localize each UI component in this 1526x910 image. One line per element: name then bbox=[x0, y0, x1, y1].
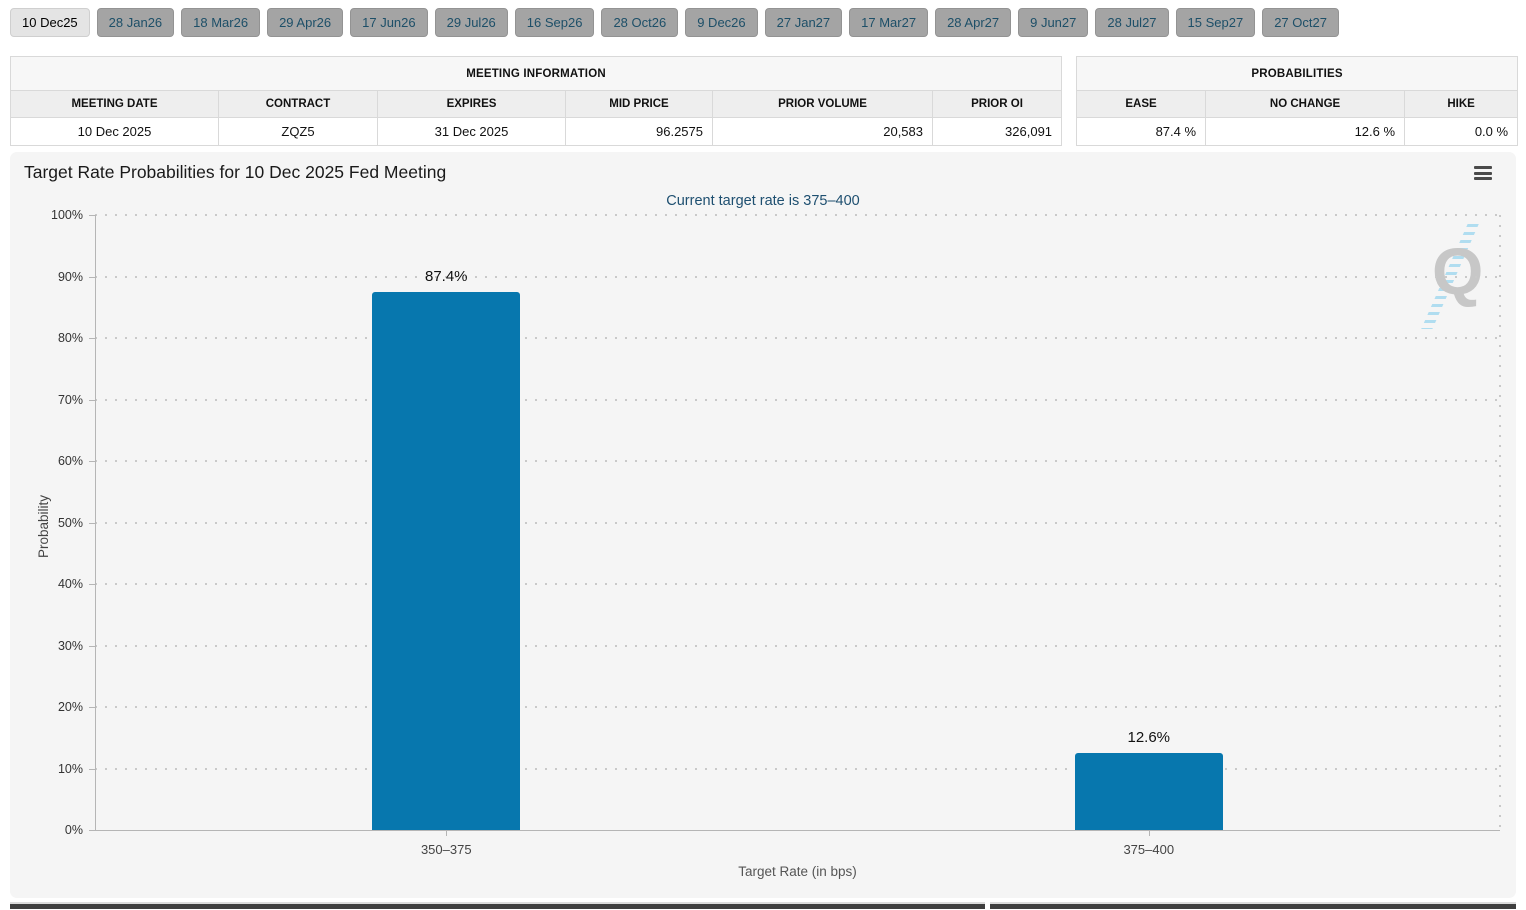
column-header: PRIOR OI bbox=[931, 90, 1063, 118]
tab-9-jun27[interactable]: 9 Jun27 bbox=[1018, 8, 1089, 37]
table-row: 10 Dec 2025 ZQZ5 31 Dec 2025 96.2575 20,583 3… bbox=[10, 117, 1063, 146]
gridline bbox=[95, 398, 1500, 401]
y-axis-line bbox=[95, 215, 96, 830]
tab-28-oct26[interactable]: 28 Oct26 bbox=[601, 8, 679, 37]
bar-value-label: 87.4% bbox=[424, 268, 468, 286]
y-tick-label: 30% bbox=[57, 638, 83, 653]
info-tables-row: MEETING INFORMATION MEETING DATE CONTRACT E… bbox=[9, 56, 1519, 146]
y-tick-label: 10% bbox=[57, 761, 83, 776]
y-tick-mark bbox=[89, 707, 95, 708]
y-tick-label: 60% bbox=[57, 454, 83, 468]
table-cell: 12.6 % bbox=[1205, 117, 1406, 146]
y-tick-label: 20% bbox=[57, 700, 83, 714]
y-tick-label: 90% bbox=[57, 269, 83, 284]
chart-card: Target Rate Probabilities for 10 Dec 202… bbox=[10, 152, 1516, 898]
y-tick-label: 50% bbox=[57, 515, 83, 530]
meeting-information-table: MEETING INFORMATION MEETING DATE CONTRACT E… bbox=[9, 56, 1063, 146]
table-group-header: PROBABILITIES bbox=[1076, 56, 1519, 91]
tab-27-jan27[interactable]: 27 Jan27 bbox=[764, 8, 843, 37]
hamburger-bar bbox=[1474, 166, 1492, 169]
bar-chart-plot-area: 0% 10% 20% 30% 40% 50% 60% 70% 80% 90% 100% 87.4% 35… bbox=[51, 208, 1501, 857]
column-header: PRIOR VOLUME bbox=[712, 90, 933, 118]
table-cell: 87.4 % bbox=[1076, 117, 1207, 146]
tab-17-jun26[interactable]: 17 Jun26 bbox=[350, 8, 428, 37]
bar-375–400 bbox=[1074, 752, 1223, 830]
y-tick-label: 100% bbox=[51, 208, 83, 222]
table-group-header: MEETING INFORMATION bbox=[9, 56, 1063, 91]
y-tick-mark bbox=[89, 338, 95, 339]
right-edge-gridline bbox=[1499, 215, 1501, 830]
x-tick-label: 350–375 bbox=[420, 842, 472, 857]
next-section-edge-right bbox=[990, 904, 1516, 909]
y-tick-mark bbox=[89, 399, 95, 401]
tab-27-oct27[interactable]: 27 Oct27 bbox=[1262, 8, 1339, 37]
table-cell: 31 Dec 2025 bbox=[377, 117, 566, 146]
tab-17-mar27[interactable]: 17 Mar27 bbox=[849, 8, 929, 37]
gridline bbox=[95, 767, 1500, 770]
tab-28-jan26[interactable]: 28 Jan26 bbox=[96, 8, 175, 37]
tab-16-sep26[interactable]: 16 Sep26 bbox=[514, 8, 595, 37]
gridline bbox=[95, 644, 1500, 647]
y-tick-label: 40% bbox=[57, 577, 83, 591]
chart-subtitle: Current target rate is 375–400 bbox=[666, 193, 860, 209]
tab-29-jul26[interactable]: 29 Jul26 bbox=[434, 8, 508, 37]
table-cell: 326,091 bbox=[931, 117, 1063, 146]
gridline bbox=[95, 583, 1500, 585]
y-tick-mark bbox=[89, 522, 95, 524]
column-header: MID PRICE bbox=[565, 90, 713, 118]
tab-18-mar26[interactable]: 18 Mar26 bbox=[181, 8, 261, 37]
gridline bbox=[95, 214, 1500, 216]
gridline bbox=[95, 337, 1500, 339]
chart-menu-hamburger-icon[interactable] bbox=[1474, 166, 1492, 180]
gridline bbox=[95, 521, 1500, 524]
tab-10-dec25[interactable]: 10 Dec25 bbox=[10, 8, 90, 37]
y-tick-mark bbox=[89, 215, 95, 216]
tab-28-apr27[interactable]: 28 Apr27 bbox=[935, 8, 1012, 37]
table-cell: 96.2575 bbox=[565, 117, 713, 146]
table-cell: 0.0 % bbox=[1404, 117, 1519, 146]
column-header: NO CHANGE bbox=[1205, 90, 1406, 118]
gridline bbox=[95, 275, 1500, 278]
y-tick-mark bbox=[89, 768, 95, 770]
next-section-edge-left bbox=[10, 904, 985, 909]
hamburger-bar bbox=[1474, 177, 1492, 180]
meeting-date-tab-bar: 10 Dec25 28 Jan26 18 Mar26 29 Apr26 17 Jun26… bbox=[10, 8, 1526, 37]
table-cell: ZQZ5 bbox=[218, 117, 378, 146]
y-tick-label: 70% bbox=[57, 392, 83, 407]
column-header: MEETING DATE bbox=[10, 90, 219, 118]
x-axis-line bbox=[95, 830, 1500, 831]
tab-28-jul27[interactable]: 28 Jul27 bbox=[1095, 8, 1169, 37]
hamburger-bar bbox=[1474, 171, 1492, 175]
watermark-q-icon: Q bbox=[1432, 234, 1484, 308]
tab-29-apr26[interactable]: 29 Apr26 bbox=[267, 8, 344, 37]
column-header: EXPIRES bbox=[377, 90, 566, 118]
y-tick-mark bbox=[89, 830, 95, 831]
bar-value-label: 12.6% bbox=[1127, 728, 1171, 746]
x-tick-mark bbox=[1148, 830, 1150, 836]
tab-15-sep27[interactable]: 15 Sep27 bbox=[1175, 8, 1256, 37]
table-row: 87.4 % 12.6 % 0.0 % bbox=[1076, 117, 1519, 146]
y-axis-title: Probability bbox=[36, 494, 51, 558]
y-tick-mark bbox=[89, 584, 95, 585]
y-tick-mark bbox=[89, 645, 95, 647]
bar-350–375 bbox=[372, 292, 521, 830]
table-cell: 20,583 bbox=[712, 117, 933, 146]
tab-9-dec26[interactable]: 9 Dec26 bbox=[685, 8, 758, 37]
x-tick-mark bbox=[446, 830, 448, 836]
probabilities-table: PROBABILITIES EASE NO CHANGE HIKE 87.4 % 12.6… bbox=[1076, 56, 1519, 146]
gridline bbox=[95, 460, 1500, 462]
x-axis-title: Target Rate (in bps) bbox=[738, 864, 857, 879]
column-header: CONTRACT bbox=[218, 90, 378, 118]
gridline bbox=[95, 706, 1500, 708]
x-tick-label: 375–400 bbox=[1123, 842, 1175, 857]
y-tick-mark bbox=[89, 461, 95, 462]
y-tick-label: 0% bbox=[64, 823, 83, 837]
y-tick-mark bbox=[89, 276, 95, 278]
chart-title: Target Rate Probabilities for 10 Dec 202… bbox=[24, 162, 447, 182]
column-header: HIKE bbox=[1404, 90, 1519, 118]
table-cell: 10 Dec 2025 bbox=[10, 117, 219, 146]
y-tick-label: 80% bbox=[57, 331, 83, 345]
column-header: EASE bbox=[1076, 90, 1207, 118]
